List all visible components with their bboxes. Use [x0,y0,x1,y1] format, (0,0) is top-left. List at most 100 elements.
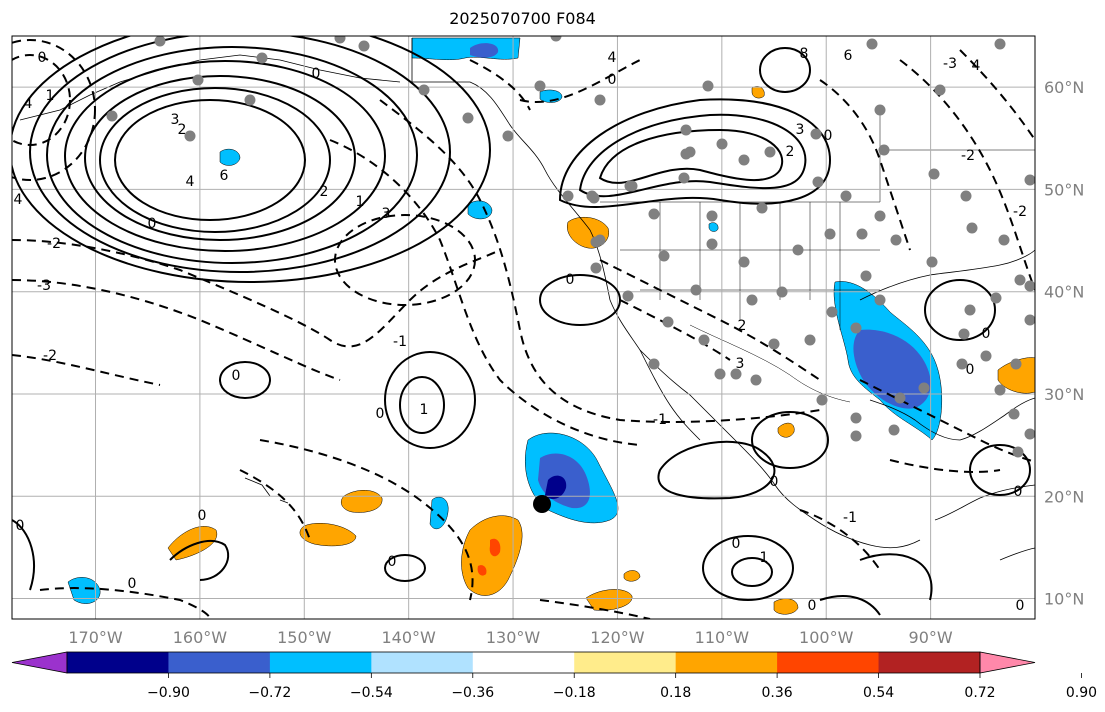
station-dot [878,144,890,156]
plot-title: 2025070700 F084 [449,9,596,28]
station-dot [1024,428,1035,440]
latitude-label: 60°N [1044,78,1084,97]
station-dot [812,176,824,188]
station-dot [1024,314,1035,326]
negative-contours [12,39,1035,619]
gridlines [12,36,1035,619]
station-dot [624,180,636,192]
station-dot [856,228,868,240]
longitude-label: 90°W [909,628,953,647]
contour-label: 6 [220,168,229,184]
map-frame [11,35,1036,620]
station-dot [730,368,742,380]
station-dot [894,392,906,404]
colorbar-tick-label: 0.72 [964,685,995,701]
station-dot [998,234,1010,246]
contour-label: 2 [178,122,187,138]
station-dot [590,262,602,274]
station-dot [890,234,902,246]
colorbar-frame [66,651,981,674]
station-dot [706,238,718,250]
colorbar-segment [371,652,474,673]
colorbar-extend-low [11,651,68,674]
station-dot [256,52,268,64]
contour-label: -1 [653,412,667,428]
latitude-label: 30°N [1044,385,1084,404]
longitude-label: 150°W [277,628,332,647]
station-dot [648,358,660,370]
station-dot [958,328,970,340]
contour-label: -1 [843,510,857,526]
station-dot [334,36,346,44]
contour-label: -1 [393,334,407,350]
station-dot [550,36,562,42]
contour-label: 0 [808,598,817,614]
station-dot [816,394,828,406]
station-dot [956,358,968,370]
contour-label: -3 [943,56,957,72]
longitude-label: 100°W [799,628,854,647]
colorbar-extend-high [979,651,1036,674]
station-dot [850,322,862,334]
colorbar-segment [675,652,778,673]
colorbar [11,651,1036,674]
station-dot [1012,446,1024,458]
station-dot [1014,274,1026,286]
station-dots [106,36,1035,458]
cyclone-marker [533,495,551,513]
station-dot [792,244,804,256]
station-dot [678,172,690,184]
contour-label: 0 [732,536,741,552]
contour-label: 1 [46,88,55,104]
station-dot [768,338,780,350]
contour-label: 0 [376,406,385,422]
contour-label: 3 [736,356,745,372]
station-dot [462,112,474,124]
contour-label: 0 [198,508,207,524]
station-dot [706,210,718,222]
station-dot [662,316,674,328]
contour-label: 0 [1016,598,1025,614]
station-dot [534,80,546,92]
colorbar-segment [878,652,981,673]
station-dot [680,124,692,136]
contour-label: 8 [800,46,809,62]
station-dot [764,146,776,158]
contour-label: -2 [961,148,975,164]
station-dot [358,40,370,52]
contour-label: 0 [16,518,25,534]
contour-label: 1 [760,550,769,566]
station-dot [594,94,606,106]
colorbar-tick-label: 0.90 [1066,685,1097,701]
positive-contours [12,36,1031,616]
station-dot [648,208,660,220]
station-dot [966,222,978,234]
station-dot [804,334,816,346]
station-dot [716,138,728,150]
station-dot [154,36,166,47]
contour-label: 3 [171,112,180,128]
colorbar-tick-labels: −0.90 −0.72 −0.54 −0.36 −0.18 0.18 0.36 0.54 0.7… [147,673,1097,701]
colorbar-tick-label: −0.72 [248,685,291,701]
station-dot [184,130,196,142]
station-dot [622,290,634,302]
station-dot [702,80,714,92]
longitude-label: 160°W [173,628,228,647]
contour-label: 4 [14,192,23,208]
contour-label: -2 [47,236,61,252]
contour-label: 4 [186,174,195,190]
longitude-label: 110°W [695,628,750,647]
longitude-label: 140°W [381,628,436,647]
contour-label: 0 [232,368,241,384]
contour-label: 2 [320,184,329,200]
station-dot [888,424,900,436]
latitude-labels: 60°N 50°N 40°N 30°N 20°N 10°N [1044,78,1084,608]
station-dot [850,412,862,424]
colorbar-tick-label: −0.90 [147,685,190,701]
station-dot [934,84,946,96]
latitude-label: 20°N [1044,487,1084,506]
station-dot [738,256,750,268]
colorbar-tick-label: −0.18 [553,685,596,701]
